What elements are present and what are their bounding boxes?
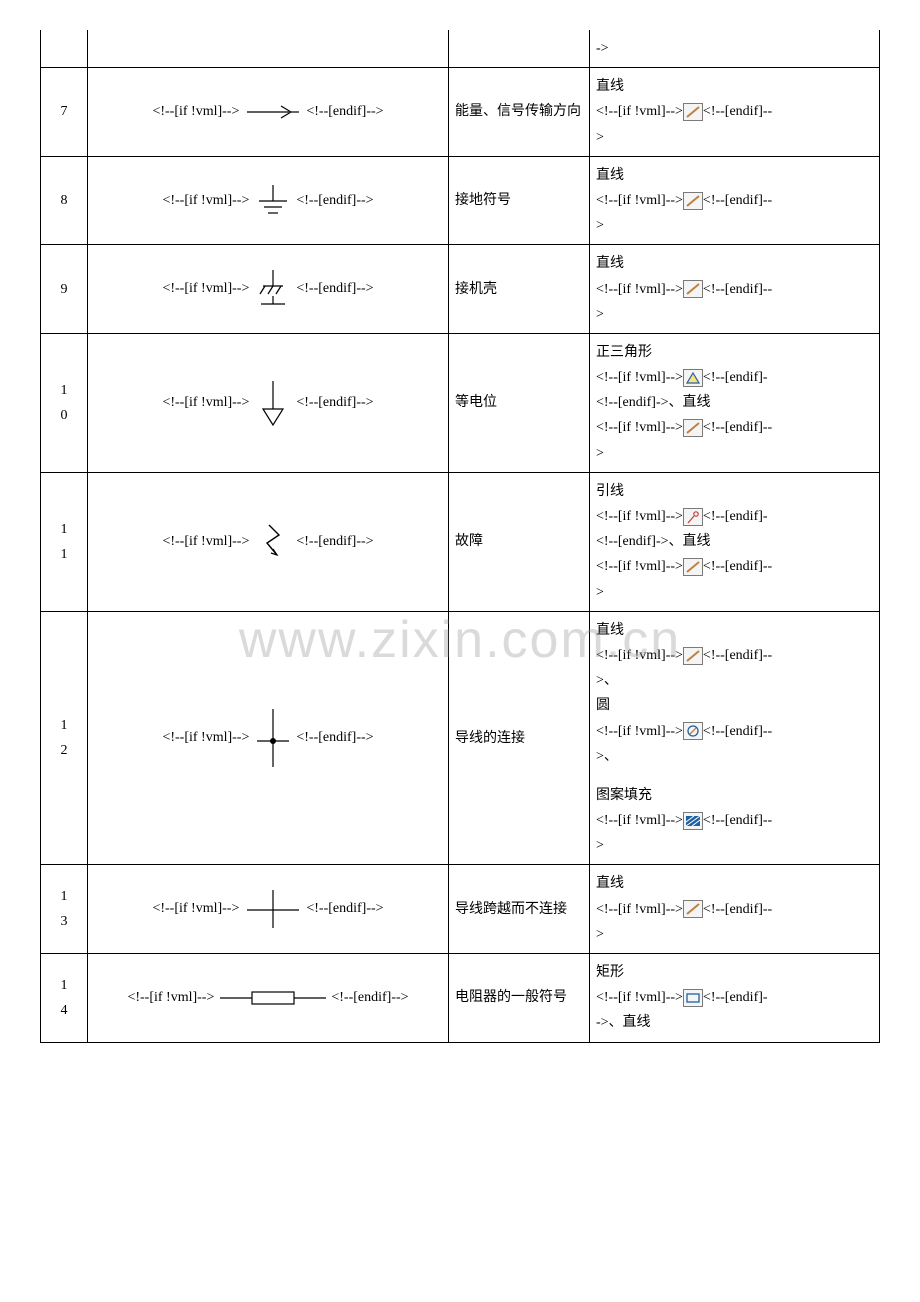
page: www.zixin.com.cn ->7<!--[if !vml]--> <!-… [0, 0, 920, 1073]
description-cell: 接机壳 [449, 245, 590, 334]
tool-cell: 引线<!--[if !vml]--><!--[endif]-<!--[endif… [590, 472, 880, 611]
tool-cell: 直线<!--[if !vml]--><!--[endif]--> [590, 245, 880, 334]
description-cell: 故障 [449, 472, 590, 611]
tool-cell: 矩形<!--[if !vml]--><!--[endif]-->、直线 [590, 954, 880, 1043]
symbol-cell: <!--[if !vml]--> <!--[endif]--> [88, 156, 449, 245]
table-row: 8<!--[if !vml]--> <!--[endif]-->接地符号直线<!… [41, 156, 880, 245]
description-cell [449, 30, 590, 68]
table-row: 7<!--[if !vml]--> <!--[endif]-->能量、信号传输方… [41, 68, 880, 157]
tool-cell: 直线<!--[if !vml]--><!--[endif]--> [590, 156, 880, 245]
symbol-cell: <!--[if !vml]--> <!--[endif]--> [88, 472, 449, 611]
symbol-cell: <!--[if !vml]--> <!--[endif]--> [88, 333, 449, 472]
table-row: 10<!--[if !vml]--> <!--[endif]-->等电位正三角形… [41, 333, 880, 472]
row-number: 10 [41, 333, 88, 472]
table-row: 11<!--[if !vml]--> <!--[endif]-->故障引线<!-… [41, 472, 880, 611]
tool-cell: 直线<!--[if !vml]--><!--[endif]-->、圆<!--[i… [590, 611, 880, 865]
row-number [41, 30, 88, 68]
table-row: 12<!--[if !vml]--> <!--[endif]-->导线的连接直线… [41, 611, 880, 865]
symbol-cell: <!--[if !vml]--> <!--[endif]--> [88, 245, 449, 334]
row-number: 11 [41, 472, 88, 611]
description-cell: 等电位 [449, 333, 590, 472]
description-cell: 导线跨越而不连接 [449, 865, 590, 954]
row-number: 7 [41, 68, 88, 157]
tool-cell: 正三角形<!--[if !vml]--><!--[endif]-<!--[end… [590, 333, 880, 472]
description-cell: 接地符号 [449, 156, 590, 245]
symbol-cell: <!--[if !vml]--> <!--[endif]--> [88, 68, 449, 157]
table-row: 9<!--[if !vml]--> <!--[endif]-->接机壳直线<!-… [41, 245, 880, 334]
symbol-cell: <!--[if !vml]--> <!--[endif]--> [88, 865, 449, 954]
row-number: 8 [41, 156, 88, 245]
tool-cell: -> [590, 30, 880, 68]
row-number: 9 [41, 245, 88, 334]
description-cell: 导线的连接 [449, 611, 590, 865]
row-number: 13 [41, 865, 88, 954]
row-number: 12 [41, 611, 88, 865]
table-row: 13<!--[if !vml]--> <!--[endif]-->导线跨越而不连… [41, 865, 880, 954]
tool-cell: 直线<!--[if !vml]--><!--[endif]--> [590, 865, 880, 954]
symbol-cell [88, 30, 449, 68]
description-cell: 电阻器的一般符号 [449, 954, 590, 1043]
table-row: -> [41, 30, 880, 68]
row-number: 14 [41, 954, 88, 1043]
table-row: 14<!--[if !vml]--> <!--[endif]-->电阻器的一般符… [41, 954, 880, 1043]
symbol-cell: <!--[if !vml]--> <!--[endif]--> [88, 611, 449, 865]
tool-cell: 直线<!--[if !vml]--><!--[endif]--> [590, 68, 880, 157]
symbol-cell: <!--[if !vml]--> <!--[endif]--> [88, 954, 449, 1043]
description-cell: 能量、信号传输方向 [449, 68, 590, 157]
symbol-table: ->7<!--[if !vml]--> <!--[endif]-->能量、信号传… [40, 30, 880, 1043]
